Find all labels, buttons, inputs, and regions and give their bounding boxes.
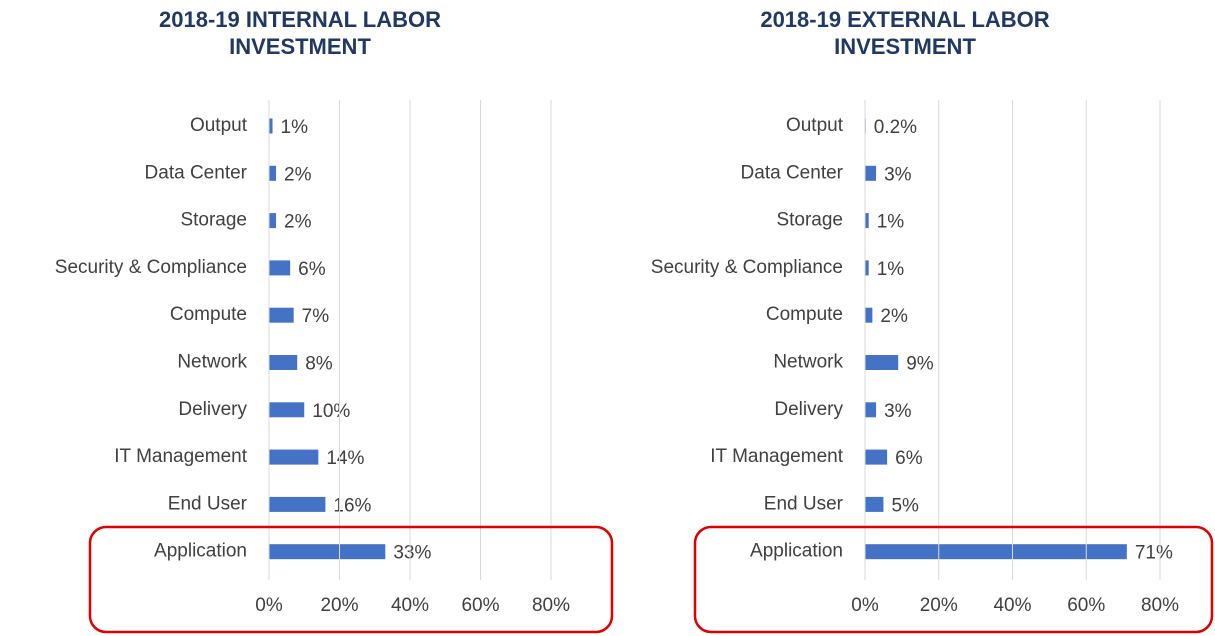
highlight-box — [693, 525, 1214, 634]
data-label: 9% — [906, 354, 934, 375]
bar — [865, 165, 877, 181]
y-tick-label: Compute — [170, 304, 247, 325]
x-tick-label: 0% — [851, 595, 879, 616]
x-tick-label: 0% — [255, 595, 283, 616]
highlight-box — [88, 525, 614, 634]
bar — [865, 449, 888, 465]
x-tick-label: 20% — [920, 595, 958, 616]
y-tick-label: Data Center — [741, 162, 844, 183]
bar — [269, 496, 326, 512]
data-label: 5% — [891, 495, 919, 516]
data-label: 3% — [884, 401, 912, 422]
data-label: 2% — [284, 212, 312, 233]
chart-title: 2018-19 INTERNAL LABOR INVESTMENT — [159, 7, 441, 59]
data-label: 6% — [298, 259, 326, 280]
data-label: 71% — [1135, 543, 1173, 564]
y-tick-label: Output — [190, 115, 248, 136]
y-tick-label: Delivery — [178, 399, 247, 420]
bar — [269, 307, 294, 323]
bar — [865, 307, 873, 323]
data-label: 1% — [877, 212, 905, 233]
y-tick-label: Application — [750, 541, 843, 562]
y-tick-label: Storage — [180, 210, 247, 231]
y-tick-label: End User — [764, 493, 844, 514]
y-tick-label: Application — [154, 541, 247, 562]
y-tick-label: Compute — [766, 304, 843, 325]
bar — [269, 544, 386, 560]
data-label: 16% — [333, 495, 371, 516]
x-tick-label: 60% — [1067, 595, 1105, 616]
data-label: 6% — [895, 448, 923, 469]
y-tick-label: Network — [773, 352, 843, 373]
data-label: 0.2% — [874, 117, 917, 138]
x-tick-label: 40% — [993, 595, 1031, 616]
y-tick-label: Network — [177, 352, 247, 373]
chart-title: 2018-19 EXTERNAL LABOR INVESTMENT — [760, 7, 1050, 59]
y-tick-label: Data Center — [145, 162, 248, 183]
data-label: 2% — [880, 306, 908, 327]
bar — [269, 118, 273, 134]
x-tick-label: 20% — [320, 595, 358, 616]
x-tick-label: 80% — [1141, 595, 1179, 616]
y-tick-label: Security & Compliance — [55, 257, 247, 278]
x-tick-label: 80% — [532, 595, 570, 616]
data-label: 1% — [281, 117, 309, 138]
bar — [865, 213, 869, 229]
data-label: 3% — [884, 164, 912, 185]
data-label: 1% — [877, 259, 905, 280]
y-tick-label: IT Management — [114, 446, 247, 467]
data-label: 10% — [312, 401, 350, 422]
bar — [269, 355, 298, 370]
bar — [865, 355, 899, 370]
y-tick-label: IT Management — [710, 446, 843, 467]
y-tick-label: Delivery — [774, 399, 843, 420]
bar — [269, 260, 291, 276]
bar — [269, 449, 319, 465]
y-tick-label: Security & Compliance — [651, 257, 843, 278]
bar — [865, 402, 877, 418]
bar — [865, 544, 1127, 560]
y-tick-label: Storage — [776, 210, 843, 231]
bar — [269, 165, 277, 181]
data-label: 33% — [393, 543, 431, 564]
x-tick-label: 40% — [391, 595, 429, 616]
data-label: 7% — [302, 306, 330, 327]
x-tick-label: 60% — [461, 595, 499, 616]
y-tick-label: Output — [786, 115, 844, 136]
bar — [865, 496, 884, 512]
y-tick-label: End User — [168, 493, 248, 514]
data-label: 2% — [284, 164, 312, 185]
bar — [269, 213, 277, 229]
bar — [865, 260, 869, 276]
bar — [269, 402, 305, 418]
data-label: 8% — [305, 354, 333, 375]
data-label: 14% — [326, 448, 364, 469]
